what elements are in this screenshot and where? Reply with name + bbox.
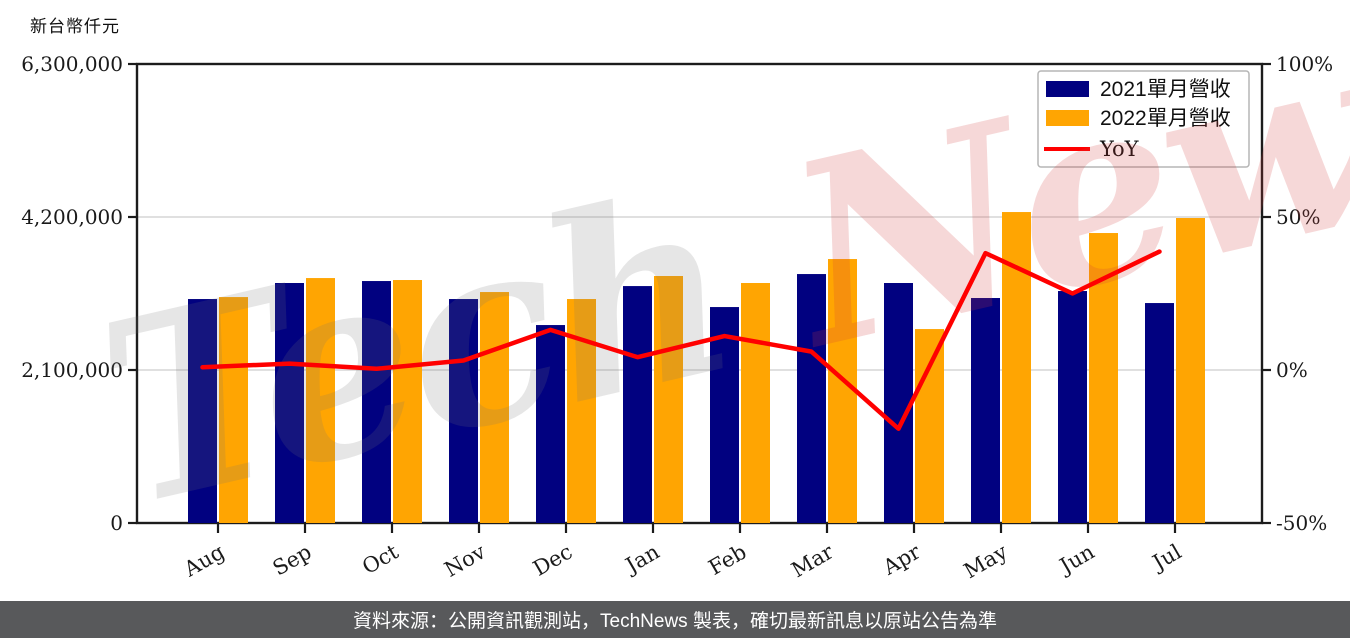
bar-2021-apr [884, 283, 913, 523]
x-axis-label-mar: Mar [787, 539, 838, 582]
footer-bar: 資料來源：公開資訊觀測站，TechNews 製表，確切最新訊息以原站公告為準 [0, 601, 1350, 638]
bar-2021-feb [710, 307, 739, 523]
bar-2021-sep [275, 283, 304, 523]
legend-label-yoy: YoY [1099, 137, 1140, 161]
x-axis-label-apr: Apr [878, 539, 925, 580]
left-axis-tick-label: 2,100,000 [21, 358, 123, 382]
right-axis-tick-label: 50% [1276, 205, 1320, 229]
left-axis-tick-label: 4,200,000 [21, 205, 123, 229]
bar-2022-jan [654, 276, 683, 523]
x-axis-label-jan: Jan [620, 540, 664, 579]
bar-2021-mar [797, 274, 826, 523]
x-axis-label-oct: Oct [358, 539, 403, 579]
bar-2021-may [971, 298, 1000, 523]
legend-label-2022: 2022單月營收 [1100, 107, 1231, 130]
bar-2022-aug [219, 297, 248, 523]
bar-2021-oct [362, 281, 391, 523]
bar-2022-nov [480, 292, 509, 523]
x-axis-label-may: May [960, 539, 1012, 583]
x-axis-label-sep: Sep [269, 540, 316, 581]
left-axis-unit-label: 新台幣仟元 [30, 17, 120, 36]
right-axis-tick-label: -50% [1276, 511, 1327, 535]
right-axis-tick-label: 0% [1276, 358, 1308, 382]
yoy-polyline [200, 249, 1162, 432]
left-axis-tick-label: 6,300,000 [21, 52, 123, 76]
right-axis-tick-label: 100% [1276, 52, 1333, 76]
bar-2022-oct [393, 280, 422, 523]
bars [188, 212, 1205, 523]
legend-swatch-2022 [1046, 110, 1089, 126]
bar-2022-mar [828, 259, 857, 523]
x-axis-label-nov: Nov [440, 539, 489, 581]
bar-2022-sep [306, 278, 335, 523]
bar-2022-jul [1176, 218, 1205, 523]
bar-2021-dec [536, 325, 565, 523]
x-axis-label-jun: Jun [1054, 540, 1098, 580]
bar-2021-nov [449, 299, 478, 523]
legend-label-2021: 2021單月營收 [1100, 78, 1231, 101]
x-axis-label-jul: Jul [1147, 539, 1186, 575]
bar-2021-jul [1145, 303, 1174, 523]
watermark-tech: Tech [77, 135, 753, 562]
plot-border [135, 62, 1264, 525]
bar-2021-aug [188, 299, 217, 523]
legend-swatch-2021 [1046, 81, 1089, 97]
left-axis-tick-label: 0 [110, 511, 123, 535]
legend: 2021單月營收 2022單月營收 YoY [1037, 70, 1250, 168]
bar-2022-feb [741, 283, 770, 523]
bar-2021-jan [623, 286, 652, 523]
legend-box [1037, 70, 1250, 168]
x-axis-label-dec: Dec [529, 540, 577, 581]
yoy-line [200, 249, 1162, 432]
footer-source-text: 資料來源：公開資訊觀測站，TechNews 製表，確切最新訊息以原站公告為準 [353, 611, 997, 632]
x-axis-label-feb: Feb [704, 540, 750, 580]
bar-2021-jun [1058, 291, 1087, 523]
